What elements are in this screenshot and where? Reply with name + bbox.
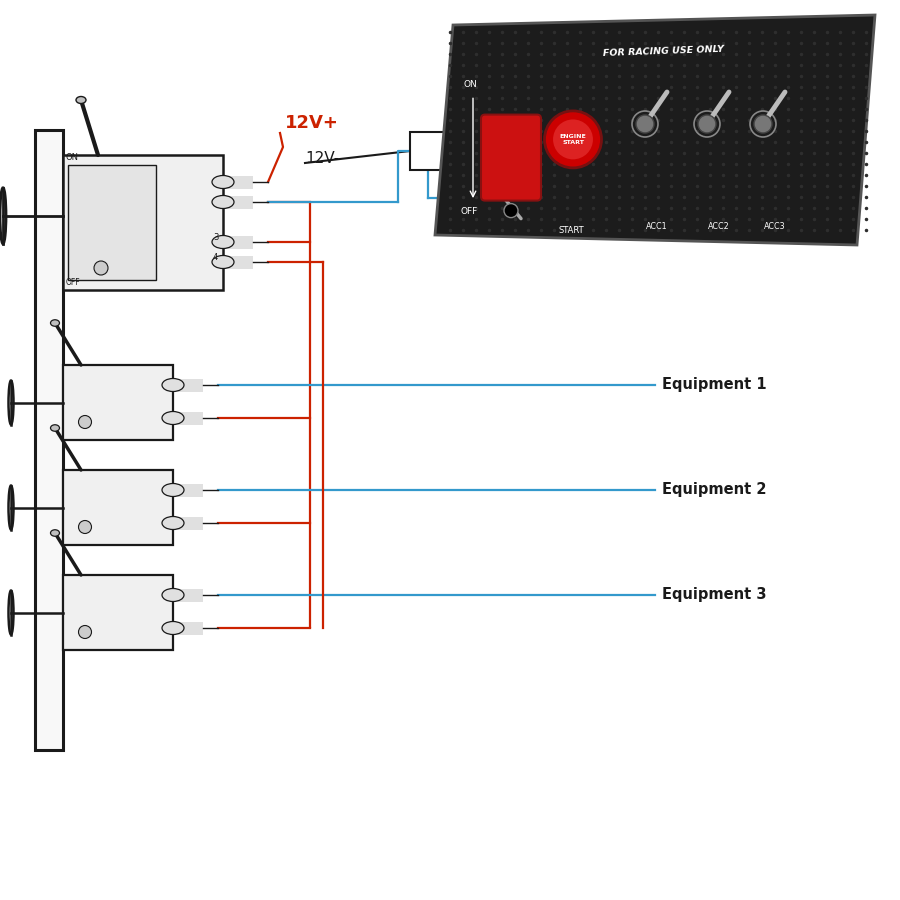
Text: 3: 3 [213, 233, 219, 242]
Text: ACC3: ACC3 [764, 222, 786, 231]
Circle shape [754, 115, 772, 133]
Text: START: START [558, 226, 584, 235]
FancyBboxPatch shape [481, 114, 541, 201]
Bar [68, 165, 156, 280]
Bar [223, 195, 253, 209]
Ellipse shape [212, 195, 234, 209]
Bar [173, 379, 203, 392]
Bar [173, 483, 203, 497]
Text: ON: ON [66, 153, 79, 162]
Ellipse shape [50, 320, 59, 327]
Ellipse shape [50, 530, 59, 536]
Ellipse shape [212, 236, 234, 248]
Ellipse shape [162, 622, 184, 634]
Text: Starting motors: Starting motors [662, 191, 771, 205]
Bar [410, 132, 452, 170]
Text: Equipment 3: Equipment 3 [662, 587, 767, 602]
Bar [223, 256, 253, 268]
Bar [35, 130, 63, 750]
Text: 12V+: 12V+ [285, 114, 339, 132]
Text: FOR RACING USE ONLY: FOR RACING USE ONLY [603, 45, 724, 58]
Circle shape [698, 115, 716, 133]
Circle shape [78, 416, 92, 428]
Ellipse shape [162, 411, 184, 425]
Bar [63, 575, 173, 650]
Ellipse shape [50, 425, 59, 431]
Circle shape [94, 261, 108, 275]
Text: OFF: OFF [66, 278, 81, 287]
Ellipse shape [162, 517, 184, 529]
Text: Equipment 1: Equipment 1 [662, 377, 767, 392]
Circle shape [553, 120, 593, 159]
Ellipse shape [162, 589, 184, 601]
Text: ENGINE
START: ENGINE START [560, 134, 587, 145]
Ellipse shape [162, 379, 184, 392]
Bar [63, 365, 173, 440]
Ellipse shape [162, 483, 184, 497]
Bar [173, 622, 203, 634]
Text: 12V-: 12V- [305, 151, 339, 166]
Circle shape [544, 111, 601, 168]
Polygon shape [435, 15, 875, 245]
Circle shape [504, 203, 518, 218]
Bar [63, 155, 223, 290]
Ellipse shape [212, 256, 234, 268]
Bar [173, 411, 203, 425]
Bar [223, 176, 253, 188]
Circle shape [78, 520, 92, 534]
Circle shape [78, 626, 92, 638]
Bar [223, 236, 253, 248]
Bar [173, 589, 203, 601]
Ellipse shape [76, 96, 86, 104]
Circle shape [636, 115, 654, 133]
Text: ACC2: ACC2 [708, 222, 730, 231]
Text: OFF: OFF [461, 207, 478, 216]
Text: 4: 4 [213, 253, 218, 262]
Bar [63, 470, 173, 545]
Text: Equipment 2: Equipment 2 [662, 482, 767, 497]
Text: ON: ON [463, 79, 477, 88]
Ellipse shape [212, 176, 234, 188]
Bar [173, 517, 203, 529]
Text: ACC1: ACC1 [646, 222, 668, 231]
